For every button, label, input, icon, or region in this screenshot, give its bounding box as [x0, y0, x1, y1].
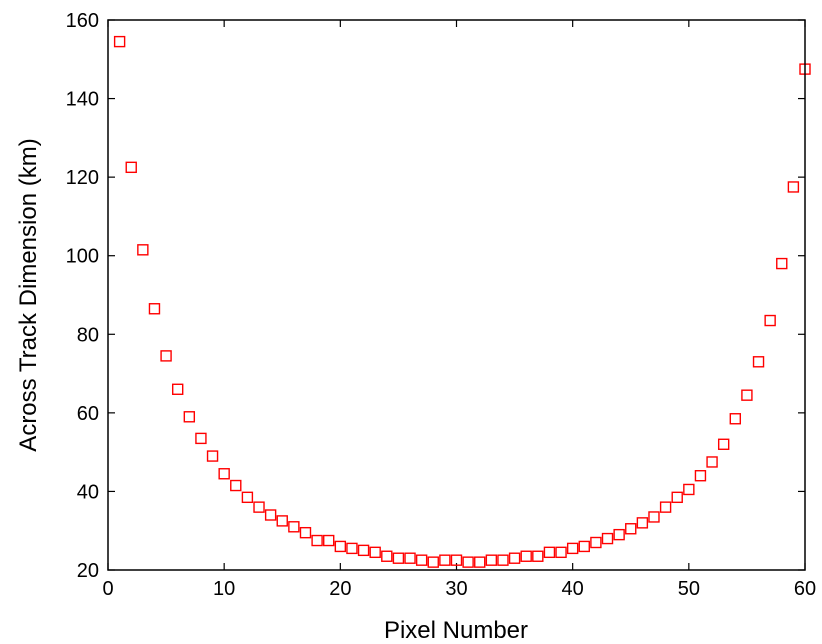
data-point-marker — [520, 550, 532, 562]
data-point-marker — [183, 411, 196, 423]
data-point-marker — [311, 534, 323, 547]
data-point-marker — [369, 546, 381, 559]
data-point-marker — [113, 35, 126, 48]
data-point-marker — [683, 483, 695, 496]
data-point-marker — [659, 501, 672, 513]
data-point-marker — [752, 356, 765, 368]
data-point-marker — [474, 556, 486, 568]
data-point-marker — [299, 526, 312, 539]
data-point-marker — [264, 509, 277, 521]
y-tick-label: 20 — [77, 560, 99, 582]
data-point-marker — [171, 383, 184, 395]
data-point-marker — [450, 554, 463, 566]
data-point-marker — [694, 470, 707, 482]
data-point-marker — [566, 542, 579, 555]
data-point-marker — [137, 244, 149, 256]
data-point-marker — [381, 550, 393, 562]
data-point-marker — [357, 544, 370, 557]
data-point-marker — [578, 540, 590, 553]
data-point-marker — [613, 528, 625, 541]
x-tick-label: 50 — [678, 578, 700, 600]
x-tick-label: 60 — [794, 578, 816, 600]
data-point-marker — [601, 532, 614, 545]
y-axis-label: Across Track Dimension (km) — [15, 138, 42, 451]
y-tick-label: 40 — [77, 481, 99, 503]
data-point-marker — [427, 556, 439, 568]
x-axis-ticks: 0 10 20 30 40 50 60 — [102, 20, 816, 600]
data-point-marker — [241, 491, 254, 504]
data-point-marker — [648, 511, 660, 523]
y-tick-label: 60 — [77, 403, 99, 425]
data-point-marker — [741, 389, 753, 401]
data-point-marker — [787, 181, 800, 193]
data-point-marker — [148, 303, 161, 315]
data-point-marker — [671, 491, 683, 504]
data-point-marker — [195, 432, 207, 445]
x-tick-label: 10 — [213, 578, 235, 600]
y-tick-label: 80 — [77, 324, 99, 346]
data-point-marker — [160, 350, 172, 362]
x-tick-label: 30 — [445, 578, 467, 600]
y-axis-ticks: 20 40 60 80 100 120 140 160 — [66, 10, 805, 582]
data-point-marker — [590, 536, 602, 549]
data-point-marker — [636, 517, 649, 529]
y-tick-label: 140 — [66, 89, 99, 111]
data-point-marker — [729, 413, 741, 425]
y-tick-label: 100 — [66, 246, 99, 268]
data-point-marker — [532, 550, 544, 562]
data-point-marker — [276, 515, 288, 527]
plot-frame — [107, 19, 806, 571]
data-point-marker — [462, 556, 474, 568]
data-point-marker — [288, 521, 300, 533]
data-point-marker — [323, 534, 335, 547]
data-point-marker — [404, 552, 416, 564]
x-tick-label: 0 — [102, 578, 113, 600]
data-point-marker — [776, 257, 788, 270]
data-point-marker — [625, 523, 637, 535]
data-point-marker — [334, 540, 347, 553]
data-point-marker — [218, 468, 230, 480]
data-point-marker — [555, 546, 567, 559]
data-point-marker — [415, 554, 428, 566]
data-point-marker — [508, 552, 521, 564]
x-tick-label: 40 — [562, 578, 584, 600]
data-point-marker — [497, 554, 509, 566]
data-point-marker — [717, 438, 730, 450]
data-point-marker — [543, 546, 556, 559]
data-point-marker — [439, 554, 451, 566]
data-point-marker — [230, 479, 242, 492]
y-tick-label: 160 — [66, 10, 99, 32]
data-point-marker — [206, 450, 219, 462]
y-tick-label: 120 — [66, 167, 99, 189]
data-point-marker — [125, 161, 137, 174]
x-tick-label: 20 — [329, 578, 351, 600]
data-point-marker — [485, 554, 498, 566]
data-point-marker — [392, 552, 405, 564]
data-point-marker — [706, 456, 718, 468]
x-axis-label: Pixel Number — [384, 617, 528, 644]
data-series — [113, 35, 811, 568]
data-point-marker — [346, 542, 358, 555]
data-point-marker — [253, 501, 265, 513]
data-point-marker — [764, 314, 776, 327]
